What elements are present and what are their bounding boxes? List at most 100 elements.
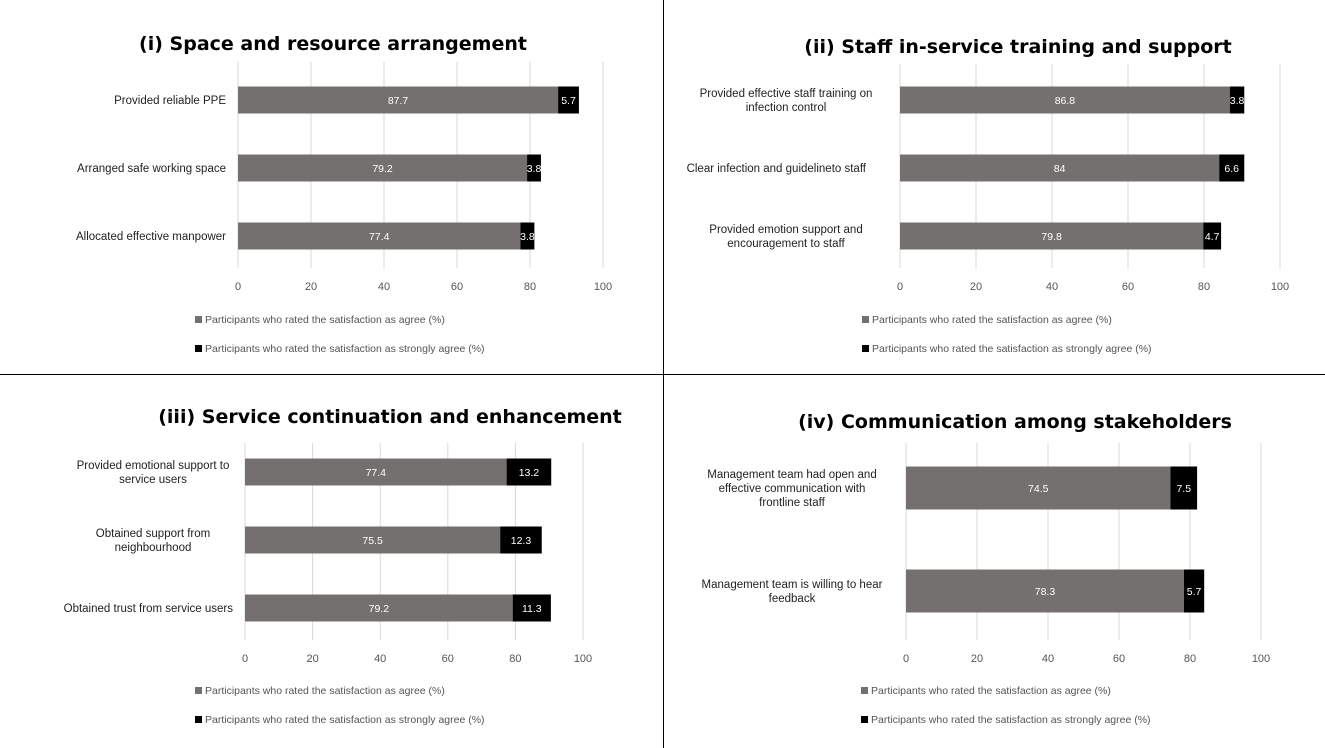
legend-swatch-agree — [861, 687, 868, 694]
x-tick-label: 20 — [971, 653, 983, 665]
data-label-strongly-agree: 12.3 — [511, 535, 532, 547]
bar-agree — [900, 86, 1230, 114]
data-label-agree: 79.8 — [1041, 231, 1062, 243]
legend-swatch-agree — [862, 316, 869, 323]
data-label-strongly-agree: 5.7 — [1187, 586, 1202, 598]
legend-swatch-strongly-agree — [195, 716, 202, 723]
data-label-strongly-agree: 11.3 — [522, 603, 542, 615]
x-tick-label: 60 — [1113, 653, 1125, 665]
data-label-strongly-agree: 3.8 — [527, 163, 542, 175]
category-label: Obtained trust from service users — [64, 603, 234, 615]
data-label-strongly-agree: 7.5 — [1176, 483, 1191, 495]
legend-swatch-strongly-agree — [195, 345, 202, 352]
bar-strongly-agree — [1229, 86, 1245, 114]
bar-agree — [245, 458, 507, 486]
chart-panel-3: (iii) Service continuation and enhanceme… — [64, 406, 622, 726]
chart-panel-4: (iv) Communication among stakeholders 0 20… — [702, 411, 1271, 726]
x-tick-label: 80 — [509, 653, 521, 665]
data-label-agree: 79.2 — [369, 603, 390, 615]
category-label: Arranged safe working space — [77, 163, 226, 175]
x-tick-label: 20 — [306, 653, 318, 665]
data-label-agree: 79.2 — [372, 163, 393, 175]
bar-strongly-agree — [1170, 466, 1198, 510]
data-label-strongly-agree: 3.8 — [1230, 95, 1245, 107]
bar-agree — [238, 154, 528, 182]
bar-strongly-agree — [500, 526, 542, 554]
x-tick-label: 0 — [897, 281, 903, 293]
chart-title: (iii) Service continuation and enhanceme… — [158, 406, 622, 428]
category-label: Obtained support from neighbourhood — [96, 528, 210, 554]
x-tick-label: 80 — [1198, 281, 1210, 293]
data-label-strongly-agree: 13.2 — [519, 467, 540, 479]
x-tick-label: 40 — [378, 281, 390, 293]
bar-agree — [906, 569, 1184, 613]
data-label-strongly-agree: 3.8 — [520, 231, 535, 243]
data-label-agree: 87.7 — [388, 95, 409, 107]
legend-swatch-strongly-agree — [862, 345, 869, 352]
legend-swatch-agree — [195, 316, 202, 323]
x-tick-label: 40 — [1046, 281, 1058, 293]
legend-swatch-agree — [195, 687, 202, 694]
bar-strongly-agree — [506, 458, 552, 486]
x-tick-label: 20 — [305, 281, 317, 293]
data-label-agree: 78.3 — [1035, 586, 1056, 598]
category-label: Clear infection and guidelineto staff — [687, 163, 867, 175]
data-label-agree: 77.4 — [366, 467, 387, 479]
legend-label: Participants who rated the satisfaction … — [871, 685, 1111, 697]
data-label-strongly-agree: 6.6 — [1224, 163, 1239, 175]
x-tick-label: 0 — [242, 653, 248, 665]
x-tick-label: 0 — [903, 653, 909, 665]
x-tick-label: 60 — [442, 653, 454, 665]
data-label-agree: 75.5 — [362, 535, 383, 547]
legend-swatch-strongly-agree — [861, 716, 868, 723]
data-label-agree: 74.5 — [1028, 483, 1049, 495]
bar-agree — [900, 222, 1204, 250]
x-tick-label: 60 — [1122, 281, 1134, 293]
category-label: Provided emotional support to service use… — [77, 460, 230, 486]
bar-strongly-agree — [520, 222, 535, 250]
legend-label: Participants who rated the satisfaction … — [205, 343, 485, 355]
x-tick-label: 100 — [594, 281, 612, 293]
bar-strongly-agree — [558, 86, 579, 114]
category-label: Provided reliable PPE — [114, 95, 226, 107]
legend-label: Participants who rated the satisfaction … — [872, 314, 1112, 326]
x-tick-label: 60 — [451, 281, 463, 293]
x-tick-label: 100 — [574, 653, 592, 665]
category-label: Provided emotion support and encouragemen… — [709, 224, 862, 250]
data-label-agree: 77.4 — [369, 231, 390, 243]
bar-strongly-agree — [1203, 222, 1222, 250]
legend-label: Participants who rated the satisfaction … — [205, 314, 445, 326]
category-label: Allocated effective manpower — [76, 231, 226, 243]
chart-title: (i) Space and resource arrangement — [139, 33, 527, 55]
x-tick-label: 40 — [1042, 653, 1054, 665]
bar-agree — [238, 86, 559, 114]
legend-label: Participants who rated the satisfaction … — [205, 685, 445, 697]
x-tick-label: 80 — [1184, 653, 1196, 665]
data-label-agree: 86.8 — [1055, 95, 1076, 107]
data-label-strongly-agree: 4.7 — [1205, 231, 1220, 243]
x-tick-label: 100 — [1271, 281, 1289, 293]
bar-agree — [238, 222, 521, 250]
bar-strongly-agree — [1183, 569, 1205, 613]
legend-label: Participants who rated the satisfaction … — [871, 714, 1151, 726]
bar-agree — [906, 466, 1171, 510]
category-label: Management team had open and effective co… — [707, 469, 876, 509]
chart-panel-2: (ii) Staff in-service training and suppo… — [687, 36, 1290, 355]
chart-title: (ii) Staff in-service training and suppo… — [804, 36, 1231, 58]
x-tick-label: 0 — [235, 281, 241, 293]
chart-title: (iv) Communication among stakeholders — [798, 411, 1232, 433]
legend-label: Participants who rated the satisfaction … — [205, 714, 485, 726]
bar-agree — [245, 526, 501, 554]
x-tick-label: 80 — [524, 281, 536, 293]
chart-panel-1: (i) Space and resource arrangement 0 20 40 6… — [76, 33, 612, 355]
legend-label: Participants who rated the satisfaction … — [872, 343, 1152, 355]
data-label-agree: 84 — [1054, 163, 1066, 175]
bar-agree — [900, 154, 1220, 182]
category-label: Management team is willing to hear feedba… — [702, 579, 883, 605]
quadrant-divider-horizontal — [0, 374, 1325, 375]
x-tick-label: 40 — [374, 653, 386, 665]
data-label-strongly-agree: 5.7 — [561, 95, 576, 107]
x-tick-label: 100 — [1252, 653, 1270, 665]
bar-strongly-agree — [1219, 154, 1245, 182]
